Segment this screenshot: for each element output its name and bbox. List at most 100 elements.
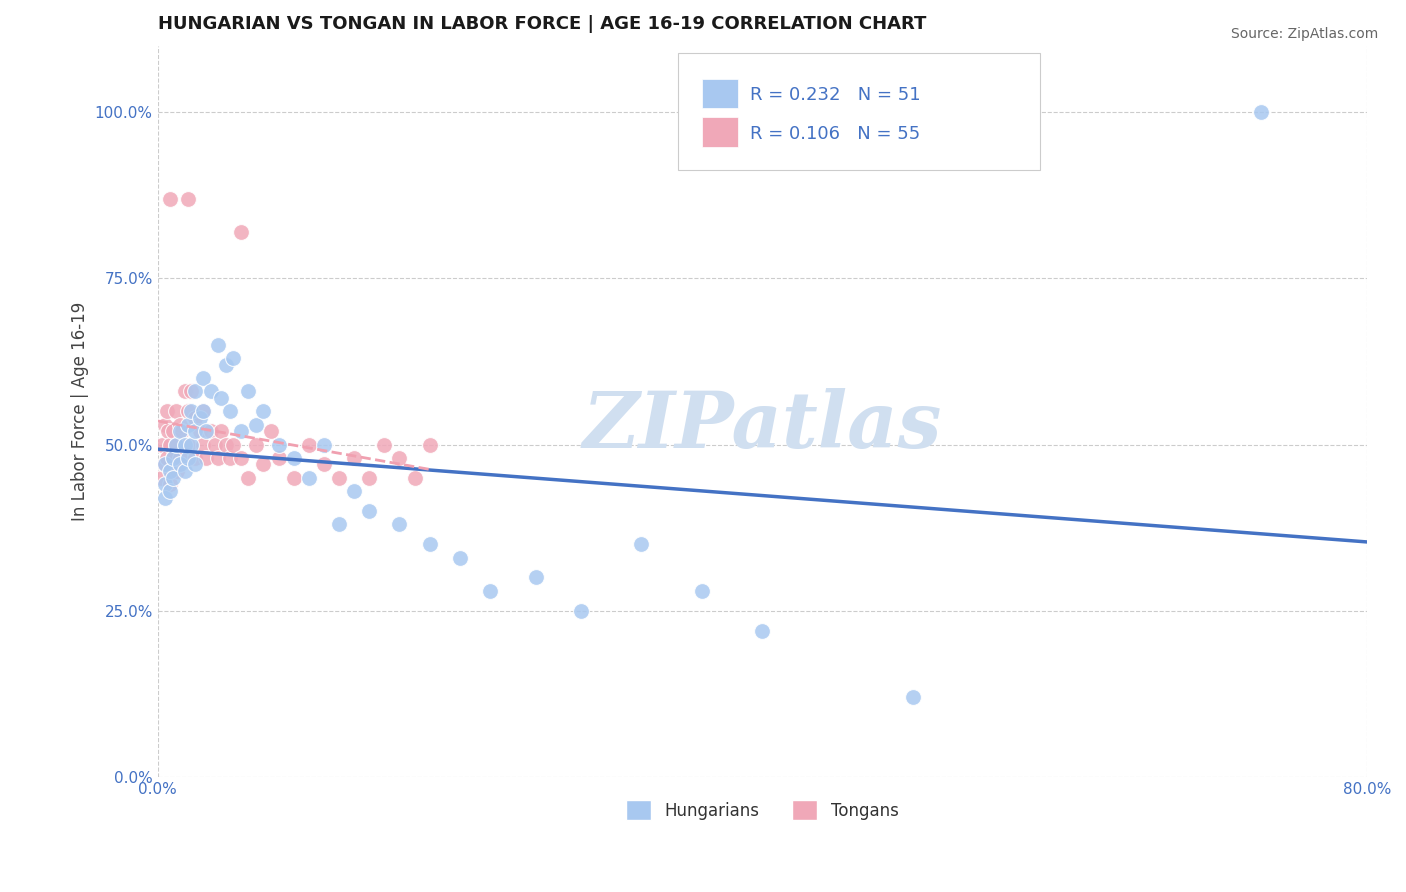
Point xyxy=(188,424,211,438)
Point xyxy=(177,450,200,465)
Text: R = 0.232   N = 51: R = 0.232 N = 51 xyxy=(751,86,921,103)
Point xyxy=(312,437,335,451)
Point xyxy=(184,411,207,425)
Text: R = 0.106   N = 55: R = 0.106 N = 55 xyxy=(751,125,921,143)
Point xyxy=(245,437,267,451)
Point xyxy=(152,458,174,472)
Point xyxy=(328,517,350,532)
Point xyxy=(388,517,411,532)
Point xyxy=(267,450,290,465)
Text: HUNGARIAN VS TONGAN IN LABOR FORCE | AGE 16-19 CORRELATION CHART: HUNGARIAN VS TONGAN IN LABOR FORCE | AGE… xyxy=(157,15,927,33)
Point xyxy=(195,424,218,438)
Point xyxy=(229,225,252,239)
Point xyxy=(180,437,202,451)
Point xyxy=(359,504,381,518)
Point xyxy=(283,450,305,465)
Point xyxy=(184,458,207,472)
Point xyxy=(180,384,202,399)
Point xyxy=(155,477,177,491)
Point xyxy=(267,437,290,451)
Point xyxy=(215,358,238,372)
Bar xyxy=(702,78,738,108)
Point xyxy=(166,464,188,478)
Point xyxy=(207,450,229,465)
Point xyxy=(630,537,652,551)
Point xyxy=(219,404,242,418)
Point xyxy=(160,464,183,478)
Point xyxy=(238,471,260,485)
Y-axis label: In Labor Force | Age 16-19: In Labor Force | Age 16-19 xyxy=(72,301,89,521)
Point xyxy=(222,351,245,365)
Point xyxy=(173,437,195,451)
Point xyxy=(449,550,471,565)
Point xyxy=(215,437,238,451)
Point xyxy=(328,471,350,485)
Point xyxy=(343,483,366,498)
Point xyxy=(180,404,202,418)
Point xyxy=(359,471,381,485)
Point xyxy=(170,424,193,438)
Point xyxy=(298,437,321,451)
Point xyxy=(209,391,232,405)
Text: ZIPatlas: ZIPatlas xyxy=(582,388,942,464)
Point xyxy=(159,464,181,478)
Point xyxy=(184,384,207,399)
Point xyxy=(162,424,184,438)
Point xyxy=(388,450,411,465)
Point xyxy=(169,450,191,465)
Point xyxy=(252,404,274,418)
Point xyxy=(238,384,260,399)
Point xyxy=(184,450,207,465)
Point xyxy=(188,411,211,425)
Point xyxy=(690,583,713,598)
Point xyxy=(155,417,177,432)
Point xyxy=(191,437,214,451)
Point xyxy=(569,604,592,618)
Point xyxy=(156,450,179,465)
Point xyxy=(191,371,214,385)
Point xyxy=(169,424,191,438)
Point xyxy=(195,450,218,465)
Point xyxy=(419,437,441,451)
Point xyxy=(156,404,179,418)
Point xyxy=(162,450,184,465)
Point xyxy=(404,471,426,485)
Point xyxy=(204,437,226,451)
Point xyxy=(419,537,441,551)
Point xyxy=(222,437,245,451)
Point xyxy=(252,458,274,472)
Point xyxy=(229,450,252,465)
Point xyxy=(177,404,200,418)
Point xyxy=(165,404,187,418)
Point xyxy=(165,437,187,451)
Point xyxy=(479,583,502,598)
Point xyxy=(173,464,195,478)
Text: Source: ZipAtlas.com: Source: ZipAtlas.com xyxy=(1230,27,1378,41)
Point xyxy=(184,424,207,438)
Point xyxy=(157,424,180,438)
Point xyxy=(155,491,177,505)
Point xyxy=(200,384,222,399)
Point xyxy=(162,471,184,485)
Point xyxy=(260,424,283,438)
Point xyxy=(229,424,252,438)
Point xyxy=(219,450,242,465)
Point xyxy=(169,458,191,472)
Point xyxy=(173,384,195,399)
Point xyxy=(159,437,181,451)
Point xyxy=(200,424,222,438)
Point xyxy=(155,458,177,472)
Point xyxy=(191,404,214,418)
Point xyxy=(209,424,232,438)
Point xyxy=(165,437,187,451)
Point xyxy=(751,624,773,638)
Point xyxy=(524,570,547,584)
Point xyxy=(177,437,200,451)
Point xyxy=(173,437,195,451)
Point xyxy=(343,450,366,465)
Point xyxy=(312,458,335,472)
Point xyxy=(169,417,191,432)
Point xyxy=(373,437,395,451)
Legend: Hungarians, Tongans: Hungarians, Tongans xyxy=(619,793,905,827)
Point xyxy=(903,690,925,705)
